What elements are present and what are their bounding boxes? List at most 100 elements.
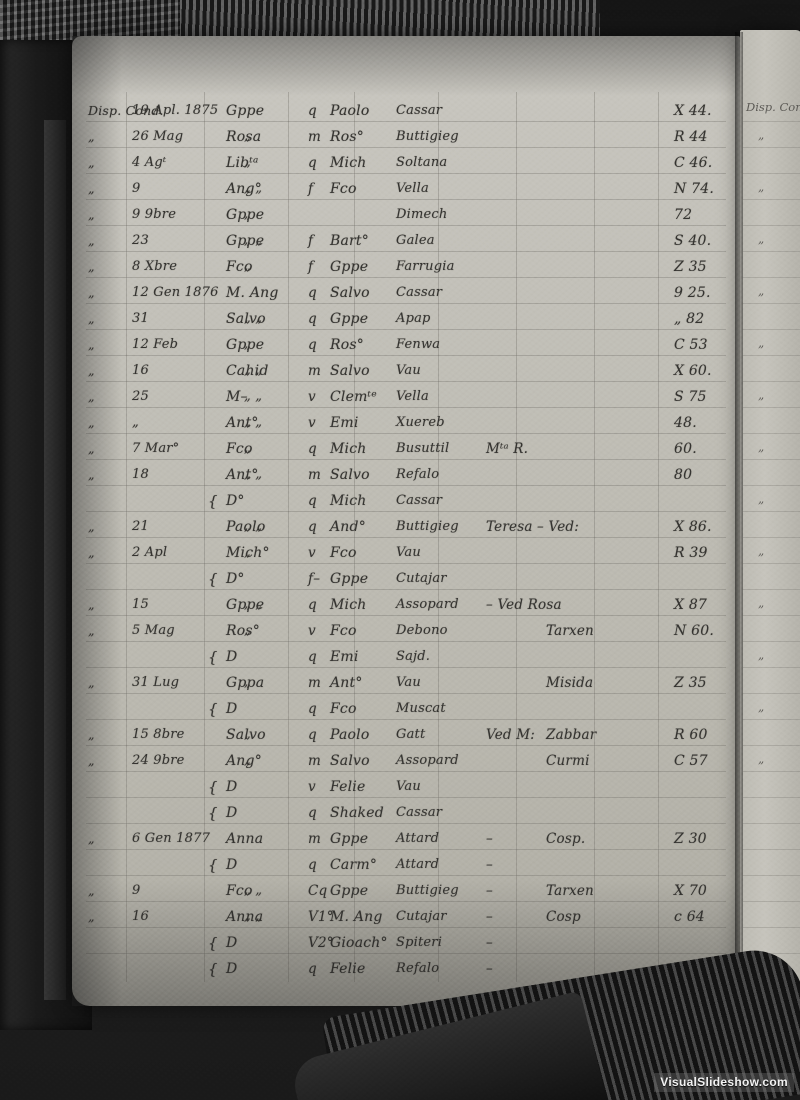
entry-surname: Vau [396, 363, 421, 378]
entry-given-name: Fco [226, 883, 253, 899]
entry-date: 15 [132, 597, 149, 612]
entry-reference-code: c 64 [674, 909, 705, 925]
entry-parent-name: Fco [330, 545, 357, 561]
entry-relation-code: q [308, 805, 317, 821]
entry-parent-name: Mich [330, 493, 367, 509]
ditto-mark-dc: „ [88, 129, 95, 144]
entry-parent-name: Gppe [330, 311, 369, 327]
brace-mark: { [208, 492, 218, 510]
entry-parent-name: Gppe [330, 571, 369, 587]
entry-surname: Buttigieg [396, 883, 459, 898]
entry-surname: Assopard [396, 597, 459, 612]
ledger-row: „ 12 Feb „ Gppe q Ros° Fenwa C 53 [86, 332, 726, 358]
entry-relation-code: q [308, 597, 317, 613]
entry-locality: Tarxen [546, 623, 594, 639]
entry-relation-code: f [308, 181, 314, 197]
entry-reference-code: Z 35 [674, 259, 707, 275]
entry-given-name: Ang° [226, 753, 262, 769]
book-gutter [735, 32, 743, 1010]
ditto-mark-dc: „ [88, 753, 95, 768]
ditto-mark-date: „ [244, 675, 251, 690]
entry-reference-code: N 74. [674, 181, 714, 197]
entry-relation-code: V1° [308, 909, 334, 925]
entry-relation-code: q [308, 857, 317, 873]
entry-note: – [486, 961, 493, 977]
entry-given-name: D° [226, 571, 245, 587]
ditto-mark-date: „ [244, 545, 251, 560]
entry-surname: Cutajar [396, 571, 447, 586]
ledger-ruled-sheet: Disp. Cond. 19 Apl. 1875 Gppe q Paolo Cassar X… [86, 92, 726, 982]
entry-surname: Cutajar [396, 909, 447, 924]
entry-date: 6 Gen 1877 [132, 831, 211, 846]
ledger-row: „ 5 Mag „ Ros° v Fco Debono Tarxen N 60. [86, 618, 726, 644]
right-page-header: Disp. Cond. 2 [746, 100, 800, 114]
entry-given-name: Fco [226, 441, 253, 457]
ditto-mark-date: „ [244, 259, 251, 274]
ledger-row: „ 24 9bre „ Ang° m Salvo Assopard Curmi C 57 [86, 748, 726, 774]
entry-surname: Muscat [396, 701, 446, 716]
entry-parent-name: Felie [330, 779, 366, 795]
entry-note: – [486, 909, 493, 925]
entry-surname: Debono [396, 623, 448, 638]
entry-reference-code: X 44. [674, 103, 712, 119]
entry-surname: Soltana [396, 155, 448, 170]
ditto-mark-dc: „ [88, 415, 95, 430]
entry-surname: Farrugia [396, 259, 455, 274]
entry-date: 12 Gen 1876 [132, 285, 219, 300]
entry-relation-code: v [308, 623, 316, 639]
right-page-ditto-mark: „ [758, 440, 765, 454]
ditto-mark-date: „ [244, 441, 251, 456]
ditto-mark-date: „ „ [244, 233, 263, 248]
entry-surname: Refalo [396, 467, 440, 482]
entry-given-name: Gppa [226, 675, 265, 691]
ditto-mark-dc: „ [88, 285, 95, 300]
ditto-mark-date: „ „ [244, 909, 263, 924]
entry-surname: Apap [396, 311, 431, 326]
entry-date: 9 [132, 181, 141, 196]
entry-reference-code: 72 [674, 207, 693, 223]
ditto-mark-dc: „ [88, 727, 95, 742]
ledger-row: „ 8 Xbre „ Fco f Gppe Farrugia Z 35 [86, 254, 726, 280]
entry-relation-code: m [308, 467, 322, 483]
entry-parent-name: Bart° [330, 233, 369, 249]
entry-given-name: Mich° [226, 545, 270, 561]
entry-parent-name: Fco [330, 181, 357, 197]
entry-surname: Galea [396, 233, 435, 248]
entry-surname: Vau [396, 779, 421, 794]
right-page-ditto-mark: „ [758, 336, 765, 350]
entry-parent-name: Gppe [330, 259, 369, 275]
ditto-mark-date: „ [244, 129, 251, 144]
entry-surname: Fenwa [396, 337, 441, 352]
ditto-mark-dc: „ [88, 831, 95, 846]
brace-mark: { [208, 778, 218, 796]
entry-given-name: D [226, 649, 238, 665]
entry-parent-name: Salvo [330, 363, 370, 379]
entry-given-name: D° [226, 493, 245, 509]
entry-parent-name: Mich [330, 441, 367, 457]
entry-given-name: D [226, 935, 238, 951]
ledger-row: „ 16 „ „ Cahid m Salvo Vau X 60. [86, 358, 726, 384]
ditto-mark-date: „ [244, 155, 251, 170]
entry-reference-code: C 46. [674, 155, 713, 171]
ledger-row: „ 23 „ „ Gppe f Bart° Galea S 40. [86, 228, 726, 254]
entry-given-name: Gppe [226, 597, 265, 613]
ditto-mark-dc: „ [88, 545, 95, 560]
entry-date: 21 [132, 519, 149, 534]
entry-parent-name: Salvo [330, 285, 370, 301]
entry-given-name: M. Ang [226, 285, 279, 301]
ditto-mark-dc: „ [88, 155, 95, 170]
right-page-ditto-mark: „ [758, 648, 765, 662]
entry-date: 16 [132, 363, 149, 378]
entry-given-name: Ant° [226, 467, 259, 483]
entry-parent-name: Paolo [330, 103, 370, 119]
ditto-mark-dc: „ [88, 623, 95, 638]
entry-reference-code: X 70 [674, 883, 708, 899]
entry-relation-code: m [308, 831, 322, 847]
brace-mark: { [208, 804, 218, 822]
entry-given-name: D [226, 857, 238, 873]
ditto-mark-dc: „ [88, 233, 95, 248]
entry-given-name: Anna [226, 831, 264, 847]
